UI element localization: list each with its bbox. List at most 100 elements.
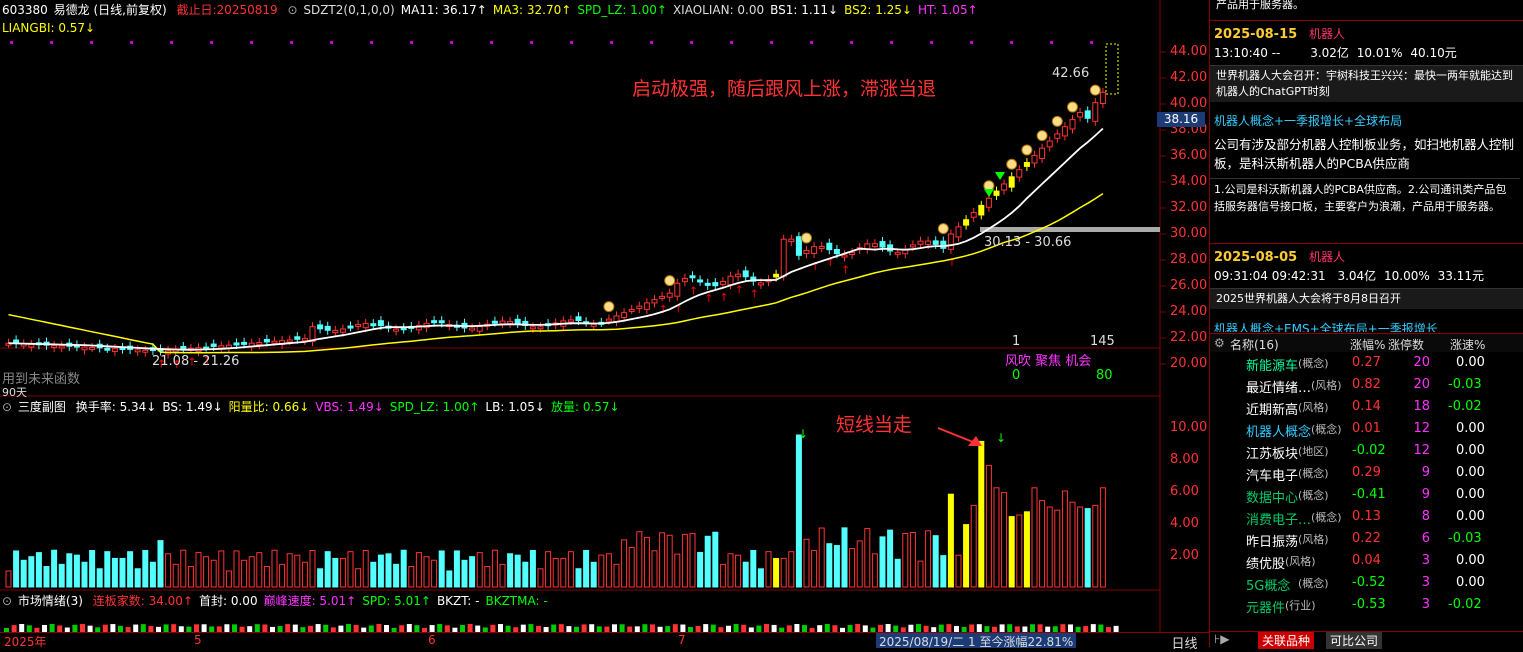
sub1-gear-icon[interactable]: ⊙: [2, 400, 13, 414]
candle-body: [1054, 133, 1061, 139]
concept-1[interactable]: 机器人概念+一季报增长+全球布局: [1214, 114, 1403, 128]
kline-chart[interactable]: ↓ ↓ ↑ ↑ ↑ ↑ ↑ ↑ ↑ ↑ ↑ ↑ ↑ ↑ ↑ ↑ ↑: [0, 0, 1209, 647]
emotion-bar: [315, 624, 321, 632]
signal-dot: [890, 41, 893, 44]
volume-bar: [970, 504, 977, 588]
candle-body: [651, 299, 658, 304]
candle-body: [294, 336, 301, 340]
news-item-1[interactable]: 2025-08-15 机器人 13:10:40 -- 3.02亿 10.01% …: [1210, 20, 1523, 102]
signal-dot: [730, 41, 733, 44]
sector-row[interactable]: 5G概念 (概念) -0.52 3 0.00: [1210, 572, 1523, 594]
candle-body: [537, 326, 544, 330]
wind-eighty: 80: [1096, 368, 1113, 383]
emotion-bar: [946, 624, 952, 632]
sector-change: 0.04: [1352, 553, 1381, 568]
emotion-bar: [452, 627, 458, 632]
candle-body: [818, 245, 825, 249]
sector-speed: -0.02: [1448, 597, 1482, 612]
gear-icon[interactable]: ⊙: [287, 3, 298, 17]
volume-bar: [157, 540, 164, 588]
volume-bar: [339, 557, 346, 588]
emotion-bar: [1106, 627, 1111, 632]
sector-row[interactable]: 绩优股 (风格) 0.04 3 0.00: [1210, 550, 1523, 572]
volume-bar: [400, 549, 407, 588]
col-chg[interactable]: 涨幅%: [1350, 338, 1386, 352]
candle-body: [666, 292, 673, 298]
col-cnt[interactable]: 涨停数: [1388, 338, 1425, 352]
sector-row[interactable]: 元器件 (行业) -0.53 3 -0.02: [1210, 594, 1523, 616]
candle-body: [636, 305, 643, 310]
news-item-2[interactable]: 2025-08-05 机器人 09:31:04 09:42:31 3.04亿 1…: [1210, 243, 1523, 309]
volume-bar: [621, 539, 628, 588]
sector-row[interactable]: 数据中心 (概念) -0.41 9 0.00: [1210, 484, 1523, 506]
candle-body: [841, 254, 848, 258]
col-speed[interactable]: 涨速%: [1450, 338, 1486, 352]
sector-speed: 0.00: [1456, 443, 1485, 458]
sector-row[interactable]: 江苏板块 (地区) -0.02 12 0.00: [1210, 440, 1523, 462]
tab-comparable[interactable]: 可比公司: [1326, 632, 1383, 649]
emotion-bar: [353, 624, 359, 632]
sector-row[interactable]: 近期新高 (风格) 0.14 18 -0.02: [1210, 396, 1523, 418]
col-name[interactable]: 名称(16): [1230, 338, 1279, 352]
emotion-bar: [741, 624, 747, 632]
candle-body: [795, 236, 802, 256]
period-button[interactable]: 日线: [1160, 632, 1209, 652]
volume-bar: [932, 535, 939, 588]
tab-left-arrow-icon[interactable]: ⊦▶: [1214, 632, 1230, 646]
emotion-bar: [346, 624, 351, 632]
sub2-gear-icon[interactable]: ⊙: [2, 594, 13, 608]
sector-limit-count: 3: [1421, 597, 1430, 612]
candle-body: [925, 240, 932, 245]
emotion-bar: [1045, 626, 1051, 632]
volume-bar: [894, 558, 901, 588]
volume-bar: [757, 568, 764, 588]
signal-dot: [410, 41, 413, 44]
candle-body: [476, 326, 483, 332]
sector-name: 最近情绪…: [1246, 381, 1312, 396]
sector-limit-count: 3: [1421, 575, 1430, 590]
volume-bar: [210, 559, 217, 588]
volume-bar: [879, 536, 886, 588]
volume-bar: [955, 554, 962, 588]
volume-bar: [279, 563, 286, 588]
status-date: 2025/08/19/二 1 至今涨幅22.81%: [876, 633, 1077, 649]
volume-bar: [263, 566, 270, 588]
emotion-bar: [885, 624, 891, 632]
candle-body: [263, 338, 270, 343]
emotion-bar: [574, 626, 579, 632]
buy-arrow: ↑: [811, 260, 820, 273]
news-1-amount: 3.02亿: [1310, 46, 1349, 60]
volume-tick: 4.00: [1170, 516, 1199, 531]
sector-row[interactable]: 昨日振荡 (风格) 0.22 6 -0.03: [1210, 528, 1523, 550]
volume-bar: [13, 550, 20, 588]
emotion-bar: [254, 624, 260, 632]
volume-bar: [795, 434, 802, 588]
indicator-5: BS1: 1.11↓: [770, 3, 839, 17]
mark-145: 145: [1090, 334, 1115, 349]
volume-bar: [697, 551, 704, 588]
volume-bar: [788, 551, 795, 588]
emotion-bar: [490, 624, 496, 632]
volume-tick: 8.00: [1170, 452, 1199, 467]
candle-body: [332, 329, 339, 334]
sector-row[interactable]: 机器人概念 (概念) 0.01 12 0.00: [1210, 418, 1523, 440]
sector-category: (风格): [1285, 555, 1316, 568]
sector-row[interactable]: 最近情绪… (风格) 0.82 20 -0.03: [1210, 374, 1523, 396]
sector-row[interactable]: 新能源车 (概念) 0.27 20 0.00: [1210, 352, 1523, 374]
sector-row[interactable]: 汽车电子 (概念) 0.29 9 0.00: [1210, 462, 1523, 484]
emotion-bar: [232, 624, 237, 632]
news-1-headline[interactable]: 世界机器人大会召开：宇树科技王兴兴：最快一两年就能达到机器人的ChatGPT时刻: [1210, 65, 1523, 102]
tab-related[interactable]: 关联品种: [1258, 632, 1315, 649]
volume-bar: [35, 552, 42, 588]
volume-down-arrow: ↓: [798, 427, 808, 441]
news-2-headline[interactable]: 2025世界机器人大会将于8月8日召开: [1210, 288, 1523, 309]
indicator-0: SDZT2(0,1,0,0): [303, 3, 395, 17]
table-gear-icon[interactable]: ⚙: [1214, 336, 1225, 350]
concept-2[interactable]: 机器人概念+EMS+全球布局+一季报增长: [1214, 322, 1438, 332]
sector-name: 5G概念: [1246, 579, 1291, 594]
emotion-bar: [733, 624, 739, 632]
sector-row[interactable]: 消费电子… (概念) 0.13 8 0.00: [1210, 506, 1523, 528]
signal-dot: [1090, 41, 1093, 44]
signal-dot: [130, 41, 133, 44]
emotion-bar: [650, 624, 655, 632]
